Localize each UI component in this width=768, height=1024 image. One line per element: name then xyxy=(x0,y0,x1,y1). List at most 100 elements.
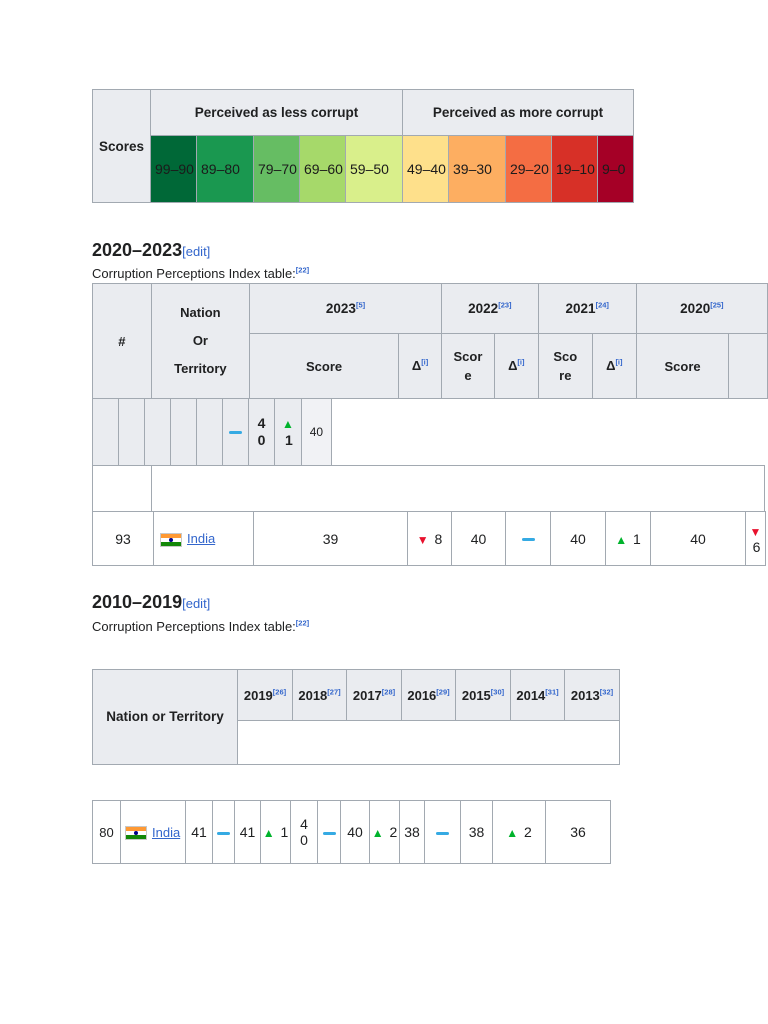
score-cell: 40 xyxy=(300,398,332,466)
table-empty-row xyxy=(92,465,765,511)
score-range-19-10: 19–10 xyxy=(551,135,598,203)
nation-cell: India xyxy=(120,800,186,864)
empty-cell xyxy=(144,398,171,466)
up-triangle-icon: ▲ xyxy=(371,826,384,840)
score-range-89-80: 89–80 xyxy=(196,135,254,203)
delta-header-2021: Δ[i] xyxy=(591,333,637,399)
cpi-table-2010-2019-header: Nation or Territory 2019[26] 2018[27] 20… xyxy=(92,669,620,765)
empty-cell xyxy=(196,398,223,466)
column-header-rank: # xyxy=(92,283,152,399)
cpi-table-2020-2023-header: # Nation Or Territory 2023[5] 2022[23] 2… xyxy=(92,283,768,399)
scores-header: Scores xyxy=(92,89,151,203)
nation-header-text: Nation Or Territory xyxy=(174,305,227,376)
delta-value: 2 xyxy=(389,824,398,840)
edit-link[interactable]: [edit] xyxy=(182,244,211,259)
section-heading-2020-2023: 2020–2023[edit] xyxy=(92,240,210,261)
year-label: 2020 xyxy=(680,301,711,316)
score-2016-cell: 40 xyxy=(340,800,370,864)
column-header-2014: 2014[31] xyxy=(510,669,565,721)
year-label: 2021 xyxy=(565,301,596,316)
year-label: 2022 xyxy=(468,301,499,316)
score-range-49-40: 49–40 xyxy=(402,135,449,203)
score-range-99-90: 99–90 xyxy=(150,135,197,203)
less-corrupt-header: Perceived as less corrupt xyxy=(150,89,403,136)
empty-cell xyxy=(237,720,620,765)
column-header-2013: 2013[32] xyxy=(564,669,620,721)
india-link[interactable]: India xyxy=(152,824,181,840)
footnote-link-i[interactable]: [i] xyxy=(615,357,623,367)
column-header-2021: 2021[24] xyxy=(537,283,637,334)
caption-text: Corruption Perceptions Index table: xyxy=(92,619,296,634)
score-2022-cell: 40 xyxy=(451,511,506,566)
column-header-2019: 2019[26] xyxy=(237,669,293,721)
column-header-2020: 2020[25] xyxy=(635,283,768,334)
delta-up-cell: ▲ 1 xyxy=(274,398,302,466)
score-header-2022: Score xyxy=(441,333,495,399)
delta-2021-cell: ▲ 1 xyxy=(605,511,651,566)
score-range-29-20: 29–20 xyxy=(505,135,552,203)
nation-header-text: Nation or Territory xyxy=(106,708,224,724)
caption-text: Corruption Perceptions Index table: xyxy=(92,266,296,281)
empty-cell xyxy=(118,398,145,466)
score-2017-cell: 40 xyxy=(290,800,318,864)
score-header-2021: Score xyxy=(537,333,593,399)
reference-link-27[interactable]: [27] xyxy=(327,687,341,697)
no-change-cell xyxy=(222,398,249,466)
legend-color-row: 99–90 89–80 79–70 69–60 59–50 49–40 39–3… xyxy=(93,135,634,203)
score-range-79-70: 79–70 xyxy=(253,135,300,203)
delta-2015-cell xyxy=(424,800,461,864)
no-change-dash xyxy=(322,831,336,835)
column-header-2018: 2018[27] xyxy=(292,669,347,721)
reference-link-30[interactable]: [30] xyxy=(490,687,505,697)
rank-cell: 80 xyxy=(92,800,121,864)
reference-link-28[interactable]: [28] xyxy=(381,687,396,697)
year-label: 2015 xyxy=(461,687,491,703)
column-header-2022: 2022[23] xyxy=(441,283,539,334)
footnote-link-i[interactable]: [i] xyxy=(517,357,525,367)
score-2023-cell: 39 xyxy=(253,511,408,566)
reference-link-24[interactable]: [24] xyxy=(595,300,609,310)
column-header-2016: 2016[29] xyxy=(401,669,456,721)
delta-value: 8 xyxy=(434,530,443,547)
table-caption-1: Corruption Perceptions Index table:[22] xyxy=(92,266,309,281)
reference-link-29[interactable]: [29] xyxy=(436,687,450,697)
score-2020-cell: 40 xyxy=(650,511,746,566)
score-2021-cell: 40 xyxy=(550,511,606,566)
delta-value: 2 xyxy=(523,824,532,840)
edit-link[interactable]: [edit] xyxy=(182,596,211,611)
score-range-39-30: 39–30 xyxy=(448,135,506,203)
year-label: 2019 xyxy=(243,687,273,703)
column-header-2015: 2015[30] xyxy=(455,669,511,721)
reference-link-22[interactable]: [22] xyxy=(295,265,310,275)
up-triangle-icon: ▲ xyxy=(615,532,628,547)
delta-value: 6 xyxy=(752,538,761,555)
more-corrupt-header: Perceived as more corrupt xyxy=(402,89,634,136)
reference-link-31[interactable]: [31] xyxy=(545,687,559,697)
india-link[interactable]: India xyxy=(187,531,216,547)
delta-value: 1 xyxy=(632,530,641,547)
score-range-59-50: 59–50 xyxy=(345,135,403,203)
score-cell: 40 xyxy=(248,398,275,466)
score-color-legend-table: Scores Perceived as less corrupt Perceiv… xyxy=(92,89,634,203)
year-label: 2023 xyxy=(325,301,356,316)
reference-link-25[interactable]: [25] xyxy=(710,300,724,310)
up-triangle-icon: ▲ xyxy=(282,416,294,431)
delta-2014-cell: ▲ 2 xyxy=(492,800,546,864)
year-label: 2013 xyxy=(570,687,600,703)
column-header-nation: Nation Or Territory xyxy=(150,283,251,399)
reference-link-22[interactable]: [22] xyxy=(295,618,310,628)
reference-link-32[interactable]: [32] xyxy=(599,687,614,697)
reference-link-5[interactable]: [5] xyxy=(355,300,366,310)
down-triangle-icon: ▼ xyxy=(749,524,762,539)
reference-link-26[interactable]: [26] xyxy=(272,687,287,697)
delta-header-2022: Δ[i] xyxy=(493,333,539,399)
no-change-dash xyxy=(521,538,535,542)
heading-text: 2020–2023 xyxy=(92,240,183,260)
delta-2020-cell: ▼ 6 xyxy=(745,511,766,566)
delta-symbol: Δ xyxy=(411,357,422,373)
score-2014-cell: 38 xyxy=(460,800,493,864)
reference-link-23[interactable]: [23] xyxy=(498,300,512,310)
footnote-link-i[interactable]: [i] xyxy=(421,357,429,367)
no-change-dash xyxy=(217,831,230,835)
